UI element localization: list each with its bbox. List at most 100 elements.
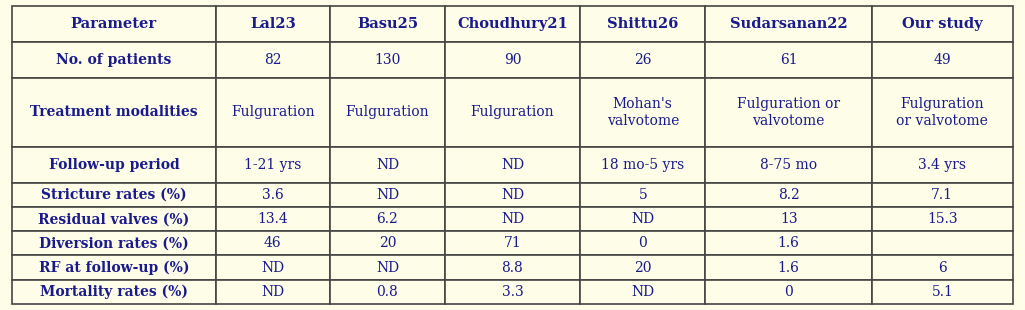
- Bar: [215, 231, 330, 255]
- Bar: [580, 280, 705, 304]
- Text: Residual valves (%): Residual valves (%): [38, 212, 190, 226]
- Bar: [12, 78, 215, 147]
- Bar: [445, 207, 580, 231]
- Text: 3.4 yrs: 3.4 yrs: [918, 158, 967, 172]
- Bar: [445, 6, 580, 42]
- Text: Fulguration
or valvotome: Fulguration or valvotome: [897, 97, 988, 128]
- Text: ND: ND: [631, 212, 654, 226]
- Bar: [705, 78, 872, 147]
- Bar: [445, 78, 580, 147]
- Text: 5: 5: [639, 188, 647, 202]
- Text: Fulguration or
valvotome: Fulguration or valvotome: [737, 97, 840, 128]
- Text: 26: 26: [634, 53, 652, 67]
- Bar: [872, 255, 1013, 280]
- Text: ND: ND: [261, 261, 284, 275]
- Text: Basu25: Basu25: [357, 17, 418, 31]
- Text: 8.8: 8.8: [501, 261, 524, 275]
- Bar: [330, 42, 445, 78]
- Bar: [705, 231, 872, 255]
- Bar: [215, 255, 330, 280]
- Text: 82: 82: [264, 53, 282, 67]
- Text: 6.2: 6.2: [376, 212, 399, 226]
- Text: Mohan's
valvotome: Mohan's valvotome: [607, 97, 679, 128]
- Bar: [872, 280, 1013, 304]
- Text: Follow-up period: Follow-up period: [48, 158, 179, 172]
- Bar: [12, 6, 215, 42]
- Bar: [445, 42, 580, 78]
- Text: ND: ND: [376, 188, 399, 202]
- Text: Choudhury21: Choudhury21: [457, 17, 568, 31]
- Bar: [330, 183, 445, 207]
- Bar: [705, 207, 872, 231]
- Bar: [580, 207, 705, 231]
- Bar: [330, 6, 445, 42]
- Bar: [705, 183, 872, 207]
- Text: ND: ND: [376, 261, 399, 275]
- Text: 0: 0: [639, 237, 647, 250]
- Text: Mortality rates (%): Mortality rates (%): [40, 285, 188, 299]
- Text: ND: ND: [501, 158, 524, 172]
- Text: 0.8: 0.8: [376, 285, 399, 299]
- Bar: [705, 280, 872, 304]
- Text: 6: 6: [938, 261, 947, 275]
- Bar: [872, 207, 1013, 231]
- Bar: [445, 231, 580, 255]
- Text: 8.2: 8.2: [778, 188, 800, 202]
- Bar: [872, 6, 1013, 42]
- Text: 3.6: 3.6: [262, 188, 284, 202]
- Text: 1.6: 1.6: [778, 261, 800, 275]
- Text: 90: 90: [503, 53, 522, 67]
- Bar: [330, 207, 445, 231]
- Bar: [12, 231, 215, 255]
- Bar: [12, 255, 215, 280]
- Bar: [580, 6, 705, 42]
- Bar: [445, 255, 580, 280]
- Bar: [445, 183, 580, 207]
- Text: Treatment modalities: Treatment modalities: [30, 105, 198, 119]
- Text: 8-75 mo: 8-75 mo: [761, 158, 817, 172]
- Text: Diversion rates (%): Diversion rates (%): [39, 237, 189, 250]
- Text: Fulguration: Fulguration: [345, 105, 429, 119]
- Text: 46: 46: [264, 237, 282, 250]
- Text: ND: ND: [261, 285, 284, 299]
- Bar: [215, 78, 330, 147]
- Text: Fulguration: Fulguration: [470, 105, 555, 119]
- Text: Our study: Our study: [902, 17, 983, 31]
- Text: Fulguration: Fulguration: [231, 105, 315, 119]
- Text: 130: 130: [374, 53, 401, 67]
- Text: Lal23: Lal23: [250, 17, 295, 31]
- Bar: [12, 207, 215, 231]
- Text: 71: 71: [503, 237, 522, 250]
- Text: 13.4: 13.4: [257, 212, 288, 226]
- Bar: [12, 280, 215, 304]
- Bar: [705, 255, 872, 280]
- Text: 20: 20: [634, 261, 652, 275]
- Bar: [580, 255, 705, 280]
- Text: 49: 49: [934, 53, 951, 67]
- Bar: [705, 147, 872, 183]
- Bar: [580, 147, 705, 183]
- Bar: [445, 147, 580, 183]
- Text: 0: 0: [784, 285, 793, 299]
- Text: 18 mo-5 yrs: 18 mo-5 yrs: [601, 158, 685, 172]
- Bar: [215, 147, 330, 183]
- Bar: [330, 280, 445, 304]
- Bar: [12, 147, 215, 183]
- Bar: [215, 42, 330, 78]
- Text: RF at follow-up (%): RF at follow-up (%): [39, 260, 190, 275]
- Bar: [330, 231, 445, 255]
- Bar: [580, 78, 705, 147]
- Bar: [705, 6, 872, 42]
- Bar: [215, 6, 330, 42]
- Bar: [872, 78, 1013, 147]
- Bar: [580, 183, 705, 207]
- Text: 15.3: 15.3: [927, 212, 957, 226]
- Text: ND: ND: [376, 158, 399, 172]
- Text: 1.6: 1.6: [778, 237, 800, 250]
- Bar: [445, 280, 580, 304]
- Text: 61: 61: [780, 53, 797, 67]
- Bar: [215, 207, 330, 231]
- Bar: [872, 231, 1013, 255]
- Text: No. of patients: No. of patients: [56, 53, 171, 67]
- Bar: [12, 42, 215, 78]
